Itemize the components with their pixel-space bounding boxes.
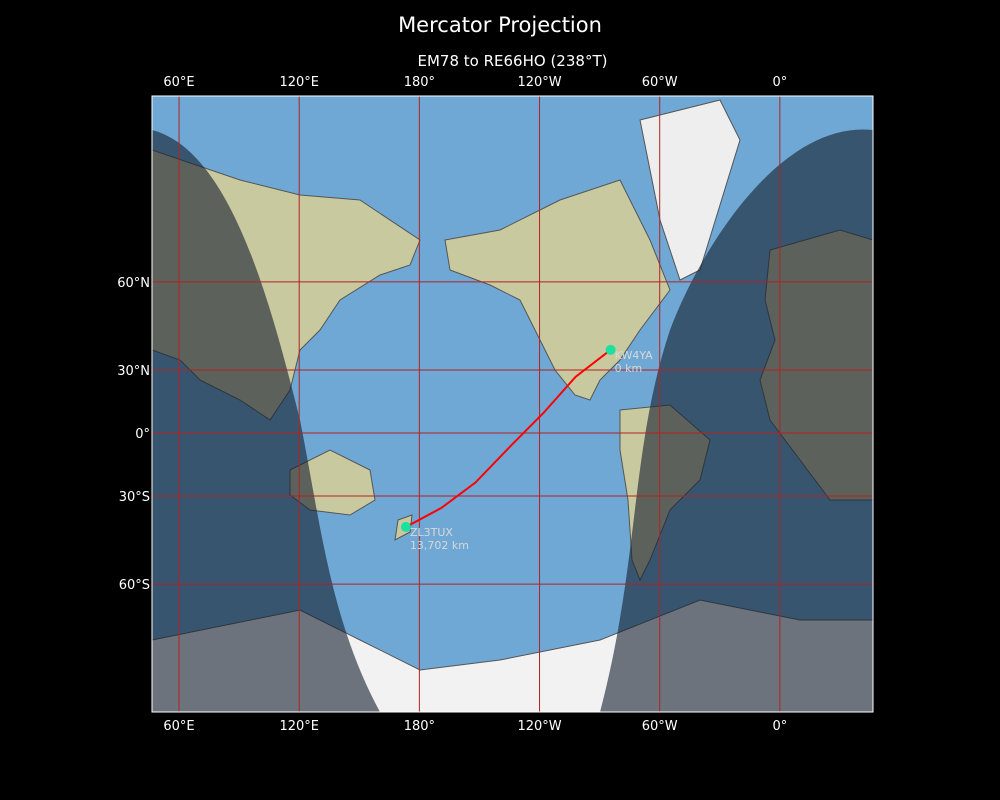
lat-tick: 0° — [135, 427, 150, 442]
map-subtitle: EM78 to RE66HO (238°T) — [417, 52, 608, 70]
station-marker[interactable] — [605, 344, 616, 355]
lon-tick-bottom: 0° — [772, 719, 787, 734]
north-america — [444, 179, 671, 401]
night-region-east — [600, 129, 873, 712]
lon-tick-top: 120°W — [517, 75, 561, 90]
station-distance: 13,702 km — [410, 539, 469, 552]
station-marker[interactable] — [400, 521, 411, 532]
lat-tick: 30°S — [119, 490, 150, 505]
lat-tick: 60°N — [117, 276, 150, 291]
graticule — [152, 96, 873, 712]
lon-tick-bottom: 120°E — [279, 719, 319, 734]
lon-tick-top: 60°E — [163, 75, 194, 90]
lon-tick-bottom: 60°W — [642, 719, 678, 734]
night-region-west — [152, 130, 380, 712]
lon-tick-top: 180° — [404, 75, 435, 90]
lon-tick-top: 60°W — [642, 75, 678, 90]
station-callsign: KW4YA — [615, 349, 654, 362]
map-border — [151, 95, 874, 713]
greenland — [639, 99, 741, 281]
lat-tick: 30°N — [117, 364, 150, 379]
lon-tick-top: 120°E — [279, 75, 319, 90]
lon-tick-top: 0° — [772, 75, 787, 90]
station-distance: 0 km — [615, 362, 643, 375]
figure-title: Mercator Projection — [398, 13, 602, 37]
lon-tick-bottom: 120°W — [517, 719, 561, 734]
lon-tick-bottom: 60°E — [163, 719, 194, 734]
great-circle-path — [405, 349, 612, 528]
lon-tick-bottom: 180° — [404, 719, 435, 734]
lat-tick: 60°S — [119, 578, 150, 593]
station-callsign: ZL3TUX — [410, 526, 453, 539]
night-shading — [152, 129, 873, 712]
